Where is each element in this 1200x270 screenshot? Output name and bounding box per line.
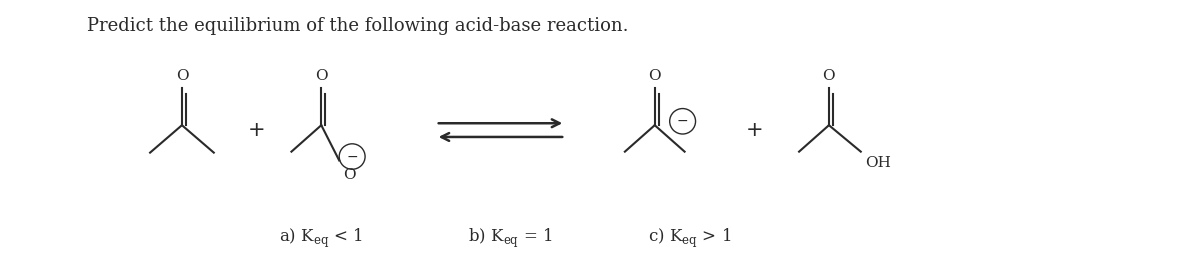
Text: O: O — [823, 69, 835, 83]
Text: O: O — [343, 168, 355, 182]
Text: OH: OH — [865, 156, 890, 170]
Text: +: + — [247, 120, 265, 140]
Text: +: + — [745, 120, 763, 140]
Text: O: O — [648, 69, 661, 83]
Text: −: − — [347, 150, 358, 164]
Text: O: O — [175, 69, 188, 83]
Text: −: − — [677, 114, 689, 128]
Text: b) K$_\mathregular{eq}$ = 1: b) K$_\mathregular{eq}$ = 1 — [468, 226, 553, 249]
Text: c) K$_\mathregular{eq}$ > 1: c) K$_\mathregular{eq}$ > 1 — [648, 226, 731, 249]
Text: Predict the equilibrium of the following acid-base reaction.: Predict the equilibrium of the following… — [88, 18, 629, 35]
Text: a) K$_\mathregular{eq}$ < 1: a) K$_\mathregular{eq}$ < 1 — [280, 226, 364, 249]
Text: O: O — [314, 69, 328, 83]
